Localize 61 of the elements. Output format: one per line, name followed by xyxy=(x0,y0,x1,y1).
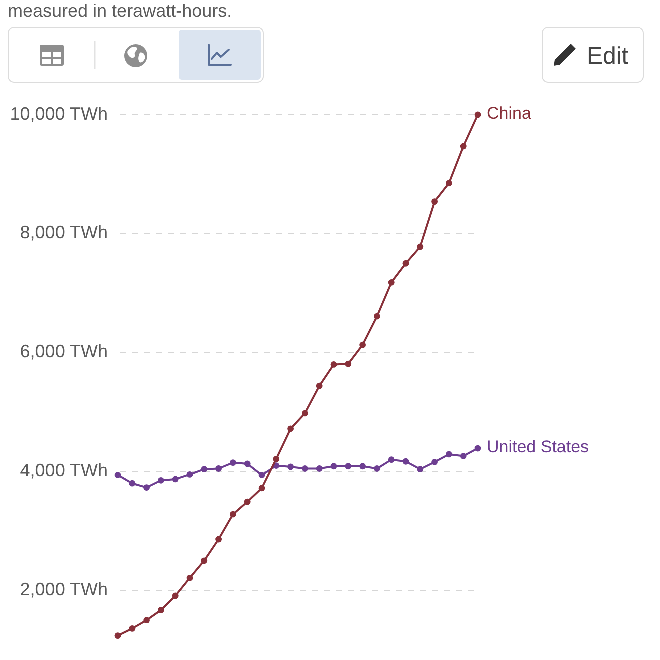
edit-button[interactable]: Edit xyxy=(542,27,644,83)
point xyxy=(417,244,424,250)
point xyxy=(432,198,438,205)
point xyxy=(114,632,122,640)
series-label: China xyxy=(487,104,532,124)
point xyxy=(374,466,380,472)
point xyxy=(186,471,194,478)
point xyxy=(230,511,236,518)
point xyxy=(158,477,164,484)
point xyxy=(460,143,467,150)
point xyxy=(402,260,410,267)
y-tick-label: 8,000 TWh xyxy=(20,222,108,243)
y-tick-label: 6,000 TWh xyxy=(20,342,108,362)
point xyxy=(316,382,323,390)
point xyxy=(144,617,150,624)
point xyxy=(258,485,266,492)
point xyxy=(216,466,222,472)
point xyxy=(158,607,164,614)
point xyxy=(201,558,208,564)
point xyxy=(288,464,294,470)
point xyxy=(144,484,150,491)
view-tabs[interactable] xyxy=(8,27,264,83)
point xyxy=(230,460,236,466)
point xyxy=(114,472,122,478)
point xyxy=(330,362,338,368)
point xyxy=(417,466,424,473)
point xyxy=(345,360,352,368)
point xyxy=(474,112,482,118)
point xyxy=(402,458,410,465)
point xyxy=(288,426,294,432)
point xyxy=(201,466,208,473)
point xyxy=(345,463,352,470)
point xyxy=(258,472,266,478)
point xyxy=(446,180,452,187)
point xyxy=(360,463,366,470)
point xyxy=(302,466,308,472)
point xyxy=(432,459,438,466)
point xyxy=(273,456,280,462)
y-tick-label: 2,000 TWh xyxy=(20,579,108,600)
point xyxy=(474,445,482,452)
point xyxy=(360,342,366,348)
point xyxy=(172,476,179,483)
point xyxy=(388,279,395,286)
chart-subtitle: measured in terawatt-hours. xyxy=(8,1,232,21)
point xyxy=(316,466,323,472)
y-tick-label: 10,000 TWh xyxy=(10,104,108,124)
point xyxy=(446,451,452,458)
point xyxy=(244,498,251,506)
point xyxy=(330,463,338,470)
point xyxy=(244,460,251,468)
point xyxy=(460,453,467,460)
y-tick-label: 4,000 TWh xyxy=(20,460,108,480)
point xyxy=(302,410,308,417)
point xyxy=(129,480,136,487)
point xyxy=(129,625,136,632)
point xyxy=(374,313,380,320)
point xyxy=(186,574,194,582)
point xyxy=(216,536,222,543)
point xyxy=(388,456,395,464)
series-label: United States xyxy=(487,438,590,458)
point xyxy=(172,592,179,600)
